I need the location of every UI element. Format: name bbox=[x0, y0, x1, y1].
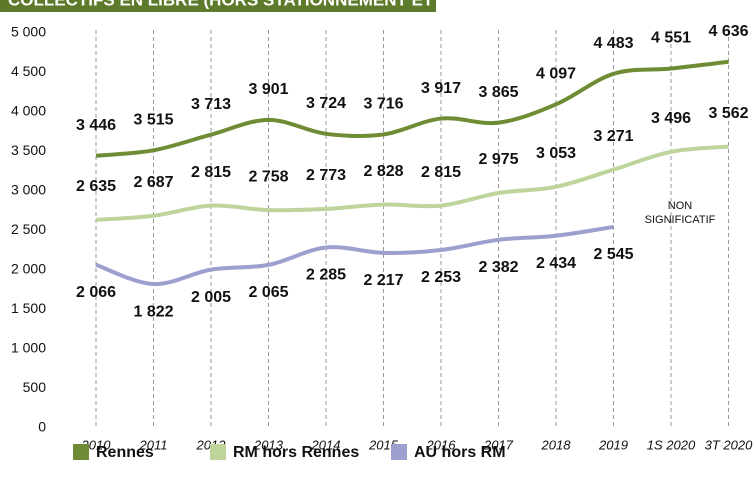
y-tick-label: 2 000 bbox=[11, 261, 46, 277]
x-tick-label: 2018 bbox=[541, 437, 572, 452]
data-label: 4 097 bbox=[536, 66, 576, 83]
x-tick-label: 2019 bbox=[598, 437, 628, 452]
x-tick-label: 2014 bbox=[311, 437, 341, 452]
y-tick-label: 1 500 bbox=[11, 300, 46, 316]
series-line bbox=[95, 59, 729, 158]
data-label: 3 271 bbox=[593, 128, 633, 145]
data-label: 2 815 bbox=[191, 164, 231, 181]
data-label: 3 917 bbox=[421, 80, 461, 97]
data-label: 2 975 bbox=[478, 151, 518, 168]
data-label: 3 515 bbox=[133, 112, 173, 129]
annotation: NON SIGNIFICATIF bbox=[645, 200, 716, 226]
y-tick-label: 0 bbox=[38, 419, 46, 435]
y-tick-label: 1 000 bbox=[11, 340, 46, 356]
data-label: 2 545 bbox=[593, 246, 633, 263]
x-tick-label: 2016 bbox=[426, 437, 457, 452]
legend-swatch bbox=[73, 444, 89, 460]
data-label: 3 496 bbox=[651, 110, 691, 127]
data-label: 3 865 bbox=[478, 84, 518, 101]
y-tick-label: 4 500 bbox=[11, 63, 46, 79]
y-tick-label: 3 000 bbox=[11, 182, 46, 198]
title-banner bbox=[0, 0, 436, 12]
legend-swatch bbox=[391, 444, 407, 460]
data-label: 2 005 bbox=[191, 289, 231, 306]
x-tick-label: 2017 bbox=[483, 437, 514, 452]
data-label: 2 434 bbox=[536, 255, 576, 272]
x-tick-label: 2011 bbox=[139, 437, 168, 452]
data-label: 2 635 bbox=[76, 178, 116, 195]
y-tick-label: 4 000 bbox=[11, 103, 46, 119]
data-label: 2 773 bbox=[306, 167, 346, 184]
data-label: 3 901 bbox=[248, 81, 288, 98]
legend-label: Rennes bbox=[96, 444, 154, 461]
data-label: 4 551 bbox=[651, 30, 691, 47]
data-label: 3 724 bbox=[306, 95, 346, 112]
data-label: 3 562 bbox=[708, 105, 748, 122]
series-line bbox=[95, 144, 729, 222]
chart-title: COLLECTIFS EN LIBRE (HORS STATIONNEMENT … bbox=[8, 0, 542, 9]
legend-swatch bbox=[210, 444, 226, 460]
data-label: 3 713 bbox=[191, 96, 231, 113]
data-label: 2 758 bbox=[248, 168, 288, 185]
data-label: 3 446 bbox=[76, 117, 116, 134]
data-label: 1 822 bbox=[133, 303, 173, 320]
x-tick-label: 3T 2020 bbox=[705, 437, 753, 452]
y-tick-label: 3 500 bbox=[11, 142, 46, 158]
data-label: 4 483 bbox=[593, 35, 633, 52]
data-label: 2 815 bbox=[421, 164, 461, 181]
x-tick-label: 2013 bbox=[253, 437, 284, 452]
data-label: 2 687 bbox=[133, 174, 173, 191]
data-label: 2 285 bbox=[306, 267, 346, 284]
x-tick-label: 1S 2020 bbox=[647, 437, 696, 452]
data-label: 4 636 bbox=[708, 23, 748, 40]
y-tick-label: 500 bbox=[23, 379, 47, 395]
series-line bbox=[95, 224, 614, 287]
data-label: 2 382 bbox=[478, 259, 518, 276]
data-label: 2 828 bbox=[363, 163, 403, 180]
data-label: 3 053 bbox=[536, 145, 576, 162]
data-label: 2 253 bbox=[421, 269, 461, 286]
data-label: 2 217 bbox=[363, 272, 403, 289]
legend-label: RM hors Rennes bbox=[233, 444, 359, 461]
y-tick-label: 5 000 bbox=[11, 24, 46, 40]
y-tick-label: 2 500 bbox=[11, 221, 46, 237]
data-label: 2 066 bbox=[76, 284, 116, 301]
data-label: 3 716 bbox=[363, 96, 403, 113]
legend-label: AU hors RM bbox=[414, 444, 506, 461]
data-label: 2 065 bbox=[248, 284, 288, 301]
